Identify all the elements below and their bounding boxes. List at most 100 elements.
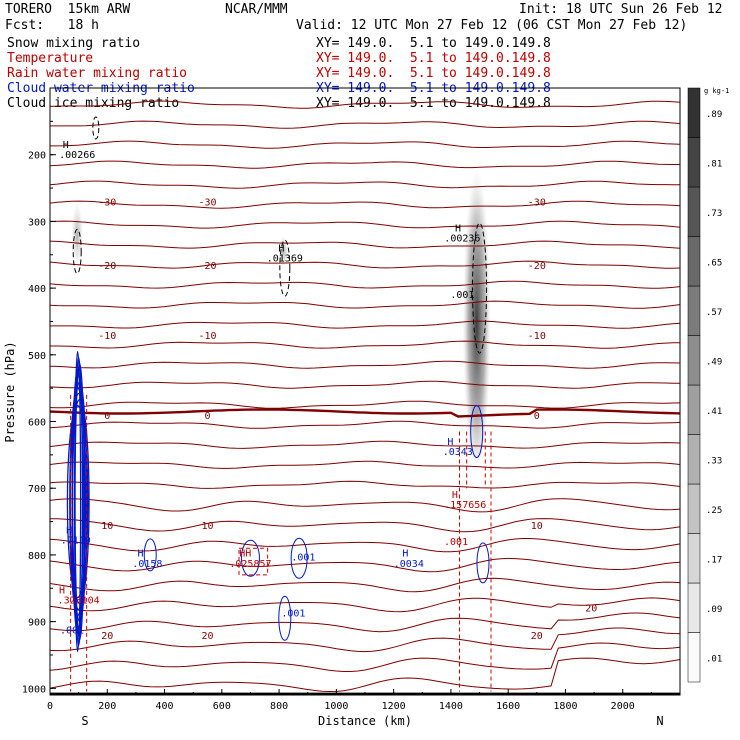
colorbar-tick-label: .65	[706, 258, 722, 268]
rain-water-contours	[70, 394, 492, 692]
temperature-contour-line	[49, 557, 681, 573]
temperature-contour-line	[49, 400, 681, 409]
temperature-contour-line	[49, 627, 681, 653]
colorbar-swatch	[687, 533, 701, 584]
x-tick-label: 800	[270, 701, 288, 712]
x-tick-label: 1600	[496, 701, 520, 712]
temperature-contour-label: -30	[98, 197, 116, 208]
contour-annotation: H	[137, 548, 143, 559]
colorbar-tick-label: .09	[706, 605, 722, 615]
cloud-water-contour	[66, 404, 89, 599]
temperature-contour-label: -20	[198, 261, 216, 272]
x-tick-label: 1400	[439, 701, 463, 712]
x-tick-label: 200	[98, 701, 116, 712]
cloud-water-contour	[470, 405, 484, 459]
y-tick-label: 500	[28, 351, 46, 362]
colorbar-tick-label: .81	[706, 159, 722, 169]
cloud-ice-contour	[472, 222, 488, 354]
colorbar-unit: g kg-1	[704, 87, 729, 95]
cloud-ice-contour	[279, 239, 291, 297]
field-xy-range: XY= 149.0. 5.1 to 149.0.149.8	[316, 66, 551, 81]
contour-annotation: .001	[444, 537, 468, 548]
temperature-contour-label: 10	[201, 521, 213, 532]
y-tick-label: 1000	[22, 684, 46, 695]
colorbar-swatch	[687, 87, 701, 138]
temperature-contour-label: -10	[528, 331, 546, 342]
temperature-contour-line	[49, 100, 681, 109]
colorbar-tick-label: .01	[706, 654, 722, 664]
contour-annotation: H	[402, 548, 408, 559]
contour-annotation: H	[452, 490, 458, 501]
contour-annotation: H	[63, 140, 69, 151]
temperature-contour-line	[49, 160, 680, 169]
temperature-contour-line	[49, 240, 681, 249]
contour-annotation: .7119	[61, 536, 91, 547]
contour-annotation: .001	[450, 290, 474, 301]
x-tick-label: 400	[156, 701, 174, 712]
x-tick-label: 2000	[611, 701, 635, 712]
x-tick-label: 1000	[324, 701, 348, 712]
field-name: Cloud ice mixing ratio	[7, 96, 180, 111]
colorbar-swatch	[687, 434, 701, 485]
temperature-contour-line	[49, 612, 681, 633]
colorbar-swatch	[687, 384, 701, 435]
temperature-contour-label: 10	[101, 521, 113, 532]
colorbar-swatch	[687, 335, 701, 386]
colorbar: .01 .09 .17 .25 .33 .41 .49 .57 .65 .73 .81 .89 g kg…	[687, 87, 729, 683]
temperature-contour-line	[49, 460, 681, 469]
contour-annotation: .00236	[444, 233, 480, 244]
temperature-contour-line	[50, 120, 681, 129]
field-xy-range: XY= 149.0. 5.1 to 149.0.149.8	[316, 36, 551, 51]
temperature-contour-line	[49, 498, 681, 513]
contour-annotation: .001	[60, 626, 84, 637]
temperature-contour-line	[50, 518, 681, 533]
colorbar-tick-label: .73	[706, 209, 722, 219]
temperature-contours: -30 -30 -30 -20 -20 -20 -10 -10 -10 0 0 0 10 10 10 20 20…	[49, 100, 681, 693]
colorbar-tick-label: .57	[706, 308, 722, 318]
axes: 0 200 400 600 800 1000 1200 1400 1600 1800 2000200…	[22, 87, 681, 712]
temperature-contour-line	[49, 597, 681, 613]
contour-annotation: .001	[291, 552, 315, 563]
cloud-ice-contour	[92, 116, 100, 140]
temperature-contour-line	[49, 480, 681, 489]
center-label: NCAR/MMM	[225, 2, 288, 17]
y-tick-label: 900	[28, 618, 46, 629]
cloud-water-contour	[278, 595, 292, 641]
colorbar-swatch	[687, 632, 701, 683]
temperature-contour-line	[49, 200, 681, 209]
colorbar-tick-label: .41	[706, 407, 722, 417]
field-name: Snow mixing ratio	[7, 36, 141, 51]
colorbar-tick-label: .25	[706, 506, 722, 516]
temperature-contour-line	[49, 280, 681, 289]
contour-annotation: .0034	[394, 559, 424, 570]
contour-annotation: H	[278, 243, 284, 254]
temperature-contour-line	[49, 440, 681, 449]
x-tick-label: 600	[213, 701, 231, 712]
contour-annotation: HH	[239, 548, 251, 559]
temperature-contour-label: -10	[98, 331, 116, 342]
y-tick-label: 800	[28, 551, 46, 562]
temperature-contour-line	[49, 420, 681, 429]
cloud-water-contour	[476, 542, 490, 584]
contour-annotation: H	[455, 223, 461, 234]
temperature-contour-line	[49, 260, 681, 269]
temperature-contour-label: -10	[198, 331, 216, 342]
y-tick-label: 300	[28, 217, 46, 228]
temperature-contour-label: -20	[528, 261, 546, 272]
temperature-contour-line	[49, 538, 681, 553]
contour-annotation: .00266	[59, 150, 95, 161]
temperature-contour-label: 10	[531, 521, 543, 532]
temperature-contour-label: 20	[531, 631, 543, 642]
temperature-contour-line	[49, 380, 680, 389]
field-name: Temperature	[7, 51, 94, 66]
temperature-contour-line	[49, 642, 681, 672]
colorbar-swatch	[687, 582, 701, 633]
x-left-end-label: S	[81, 714, 88, 728]
temperature-contour-line	[49, 180, 681, 189]
temperature-contour-line	[49, 300, 681, 309]
temperature-contour-label: 20	[101, 631, 113, 642]
freezing-level-line	[49, 408, 681, 418]
model-title: TORERO 15km ARW	[5, 2, 131, 17]
colorbar-tick-label: .89	[706, 110, 722, 120]
temperature-contour-label: 0	[204, 411, 210, 422]
